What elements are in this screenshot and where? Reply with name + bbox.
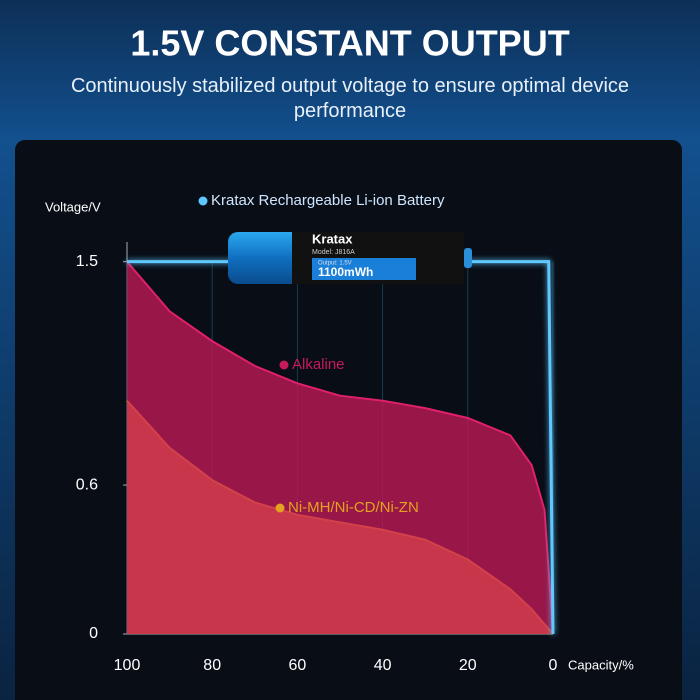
battery-capacity: 1100mWh	[318, 265, 373, 279]
y-tick-label: 0	[89, 625, 98, 642]
x-axis-label: Capacity/%	[568, 657, 634, 672]
battery: Kratax Model: J816A Output: 1.5V 1100mWh	[228, 231, 472, 284]
area-line	[126, 260, 554, 635]
y-tick-label: 0.6	[76, 476, 98, 493]
subtitle-box: Continuously stabilized output voltage t…	[70, 75, 630, 122]
legend-dot	[198, 196, 208, 206]
legend-label: Alkaline	[292, 356, 345, 373]
battery-brand: Kratax	[312, 231, 353, 246]
y-tick-label: 1.5	[76, 253, 98, 270]
battery-model: Model: J816A	[312, 249, 355, 256]
area-fill	[127, 261, 553, 634]
x-tick-label: 20	[459, 657, 477, 674]
subtitle: Continuously stabilized output voltage t…	[70, 75, 630, 122]
y-axis-label: Voltage/V	[45, 199, 101, 214]
legend-label: Kratax Rechargeable Li-ion Battery	[211, 192, 445, 209]
battery-cap	[464, 248, 472, 268]
battery-output: Output: 1.5V	[318, 261, 352, 267]
legend-dot	[275, 503, 285, 513]
x-tick-label: 80	[203, 657, 221, 674]
title: 1.5V CONSTANT OUTPUT	[130, 23, 569, 64]
legend-dot	[279, 360, 289, 370]
x-tick-label: 40	[374, 657, 392, 674]
legend-label: Ni-MH/Ni-CD/Ni-ZN	[288, 499, 419, 516]
x-tick-label: 0	[549, 657, 558, 674]
x-tick-label: 100	[114, 657, 141, 674]
battery-badge	[312, 258, 416, 280]
x-tick-label: 60	[289, 657, 307, 674]
